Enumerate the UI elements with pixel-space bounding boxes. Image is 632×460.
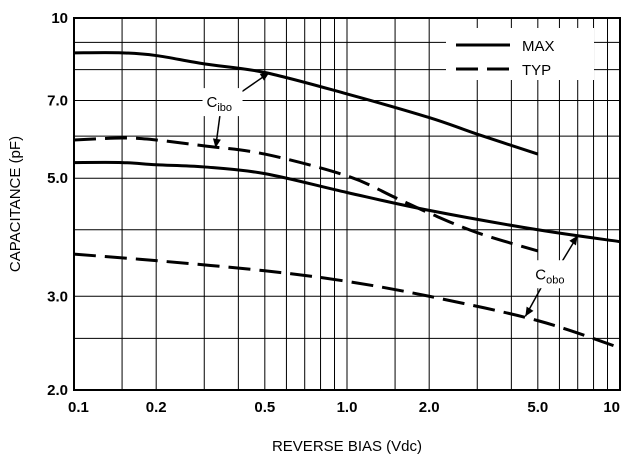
series-cibo-max-line — [73, 51, 539, 156]
annotation-backdrop — [531, 260, 572, 289]
legend: MAX TYP — [446, 28, 594, 80]
y-tick-label: 5.0 — [47, 170, 68, 187]
legend-box — [446, 28, 594, 80]
y-tick-label: 2.0 — [47, 382, 68, 399]
series-cobo-typ-line — [73, 252, 621, 350]
x-axis-title: REVERSE BIAS (Vdc) — [272, 438, 422, 455]
x-tick-label: 0.2 — [146, 399, 167, 416]
annotation-label: Cibo — [207, 94, 233, 114]
y-tick-label: 3.0 — [47, 288, 68, 305]
x-tick-label: 5.0 — [527, 399, 548, 416]
annotation-cibo: Cibo — [202, 71, 270, 149]
legend-label-max: MAX — [522, 38, 555, 55]
callout-arrowhead — [212, 138, 221, 148]
annotation-backdrop — [202, 88, 243, 117]
series-cibo-typ-line — [73, 136, 539, 253]
series-lines — [73, 51, 621, 350]
callout-arrowhead — [259, 72, 270, 81]
x-tick-label: 0.1 — [68, 399, 89, 416]
annotations: Cibo Cobo — [202, 71, 579, 317]
y-tick-label: 7.0 — [47, 92, 68, 109]
x-tick-label: 10 — [603, 399, 620, 416]
callout-arrowhead — [525, 306, 534, 317]
legend-label-typ: TYP — [522, 62, 551, 79]
x-tick-label: 2.0 — [419, 399, 440, 416]
annotation-label: Cobo — [535, 266, 564, 286]
y-axis-title: CAPACITANCE (pF) — [7, 136, 24, 272]
annotation-cobo: Cobo — [524, 235, 579, 317]
x-tick-label: 0.5 — [254, 399, 275, 416]
tick-labels: 0.1 0.2 0.5 1.0 2.0 5.0 10 2.0 3.0 5.0 7.0 10 — [47, 10, 620, 416]
x-tick-label: 1.0 — [337, 399, 358, 416]
y-tick-label: 10 — [51, 10, 68, 27]
series-cobo-max-line — [73, 160, 621, 244]
plot-frame — [73, 17, 621, 391]
callout-arrowhead — [569, 235, 578, 246]
